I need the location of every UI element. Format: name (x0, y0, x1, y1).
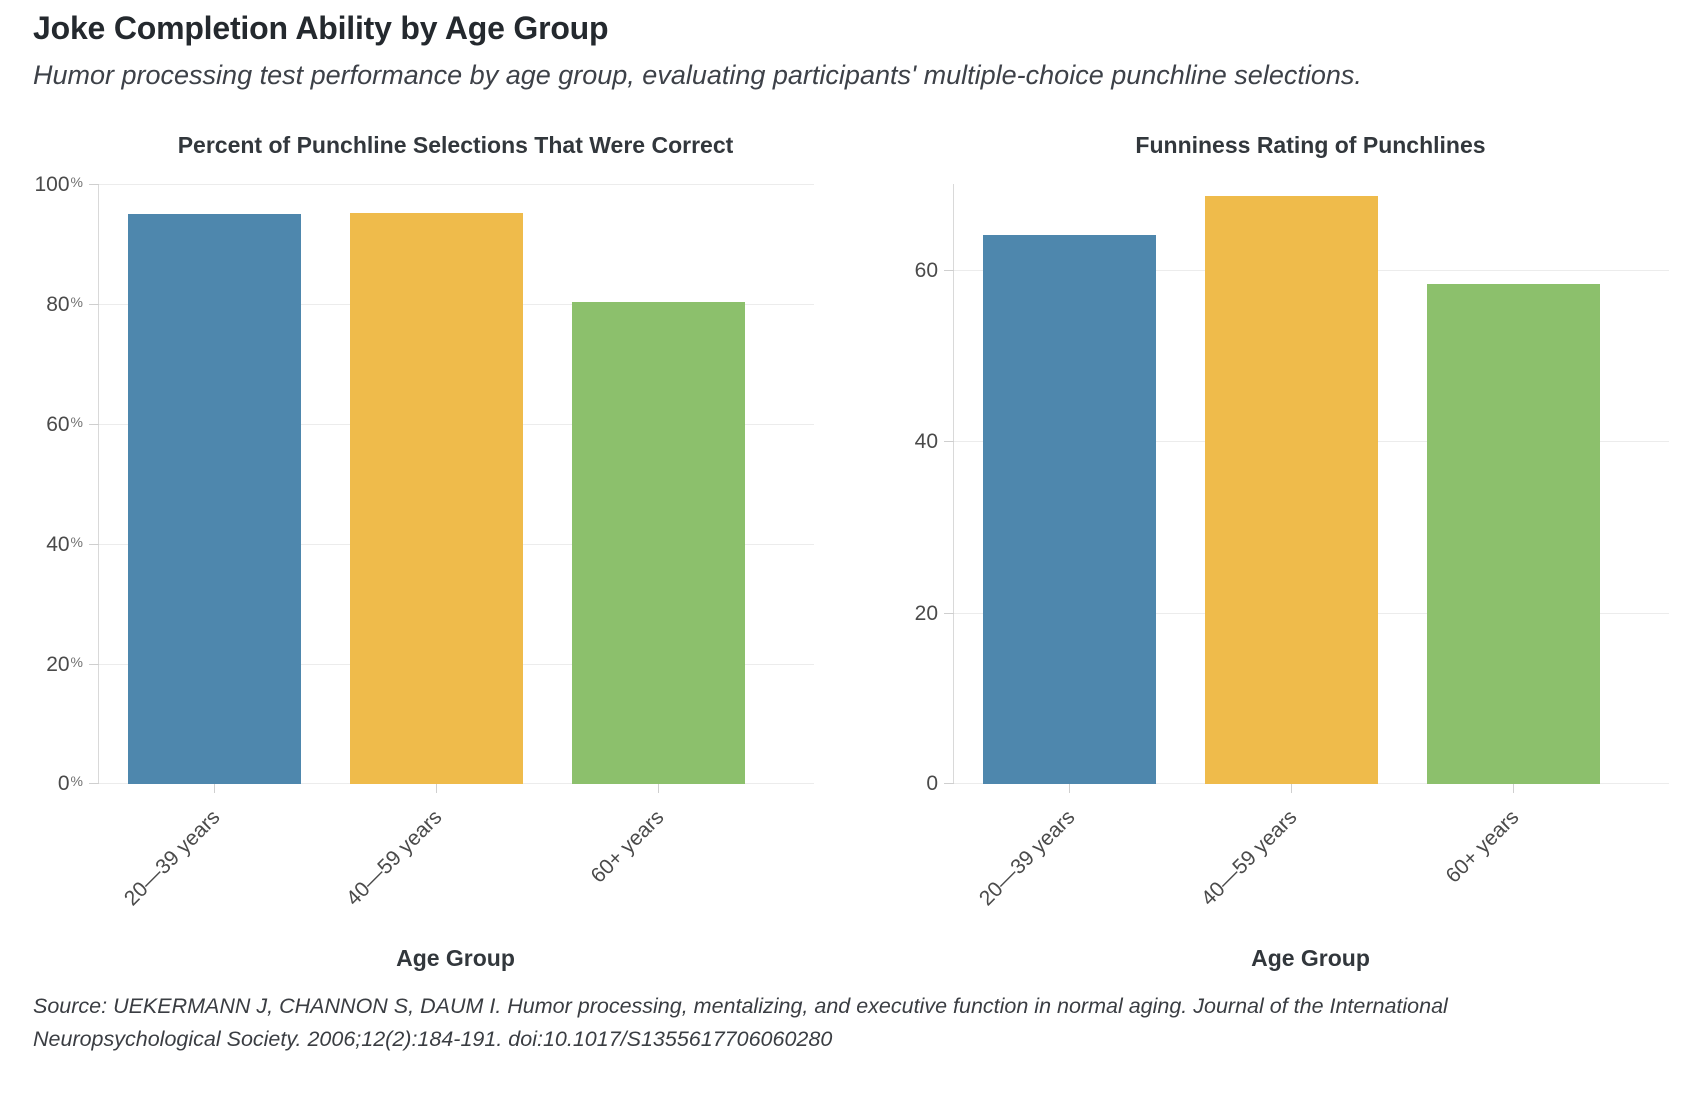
y-tick-mark (89, 184, 99, 185)
x-tick-label-text: 60+ years (586, 805, 669, 888)
bar-20-39-years (982, 235, 1156, 784)
y-tick-mark (89, 544, 99, 545)
y-tick-label: 20 (868, 602, 938, 626)
x-tick-label-text: 40—59 years (1197, 805, 1302, 911)
y-tick-suffix: % (70, 773, 83, 789)
bar-40-59-years (1204, 196, 1378, 784)
y-gridline (99, 184, 814, 185)
y-tick-value: 40 (914, 430, 938, 453)
bar-60-years (1426, 284, 1600, 784)
x-tick-label-text: 20—39 years (120, 805, 225, 911)
y-tick-label: 60% (13, 413, 83, 437)
y-tick-label: 80% (13, 293, 83, 317)
y-tick-value: 80 (46, 293, 70, 316)
source-line-2: Neuropsychological Society. 2006;12(2):1… (33, 1027, 833, 1052)
bar-20-39-years (127, 214, 301, 784)
chart-correct-selections: Percent of Punchline Selections That Wer… (33, 132, 833, 982)
x-tick-mark (1069, 784, 1070, 793)
bar-40-59-years (349, 212, 523, 784)
y-tick-label: 0% (13, 772, 83, 796)
y-tick-label: 0 (868, 772, 938, 796)
y-tick-value: 60 (914, 259, 938, 282)
x-axis-title: Age Group (396, 945, 515, 971)
chart-funniness-rating: Funniness Rating of Punchlines 0 20 40 60 20—… (888, 132, 1688, 982)
page-subtitle: Humor processing test performance by age… (33, 60, 1362, 90)
x-tick-label-text: 60+ years (1441, 805, 1524, 888)
x-tick-mark (658, 784, 659, 793)
y-tick-label: 60 (868, 259, 938, 283)
chart-title: Funniness Rating of Punchlines (1135, 132, 1486, 158)
x-tick-mark (1291, 784, 1292, 793)
plot-area: 0% 20% 40% 60% 80% 100% 20—39 years 40—59 years… (35, 173, 814, 910)
x-tick-label-text: 40—59 years (342, 805, 447, 911)
bar-60-years (571, 302, 745, 784)
y-tick-mark (89, 424, 99, 425)
x-tick-label-text: 20—39 years (975, 805, 1080, 911)
y-tick-suffix: % (70, 414, 83, 430)
source-citation: Source: UEKERMANN J, CHANNON S, DAUM I. … (33, 990, 1593, 1057)
y-tick-value: 100 (34, 173, 70, 196)
y-tick-mark (944, 613, 954, 614)
page-title: Joke Completion Ability by Age Group (33, 10, 609, 46)
y-tick-suffix: % (70, 534, 83, 550)
y-tick-value: 0 (57, 772, 70, 795)
x-axis-title: Age Group (1251, 945, 1370, 971)
y-tick-label: 100% (13, 173, 84, 197)
y-tick-mark (89, 783, 99, 784)
x-tick-mark (436, 784, 437, 793)
y-tick-suffix: % (70, 294, 83, 310)
y-tick-mark (89, 304, 99, 305)
y-tick-mark (944, 441, 954, 442)
y-tick-suffix: % (70, 174, 83, 190)
y-tick-value: 20 (914, 602, 938, 625)
y-tick-label: 40 (868, 430, 938, 454)
y-tick-value: 40 (46, 533, 70, 556)
x-tick-mark (1513, 784, 1514, 793)
chart-title: Percent of Punchline Selections That Wer… (177, 132, 734, 158)
y-tick-suffix: % (70, 654, 83, 670)
y-tick-value: 0 (926, 772, 938, 795)
y-tick-value: 60 (46, 413, 70, 436)
y-tick-label: 40% (13, 533, 83, 557)
plot-area: 0 20 40 60 20—39 years 40—59 years 60+ years (915, 184, 1669, 910)
source-line-1: Source: UEKERMANN J, CHANNON S, DAUM I. … (33, 994, 1448, 1018)
x-tick-mark (214, 784, 215, 793)
y-tick-label: 20% (13, 653, 83, 677)
y-tick-mark (944, 783, 954, 784)
y-tick-mark (944, 270, 954, 271)
y-tick-mark (89, 664, 99, 665)
y-tick-value: 20 (46, 653, 70, 676)
